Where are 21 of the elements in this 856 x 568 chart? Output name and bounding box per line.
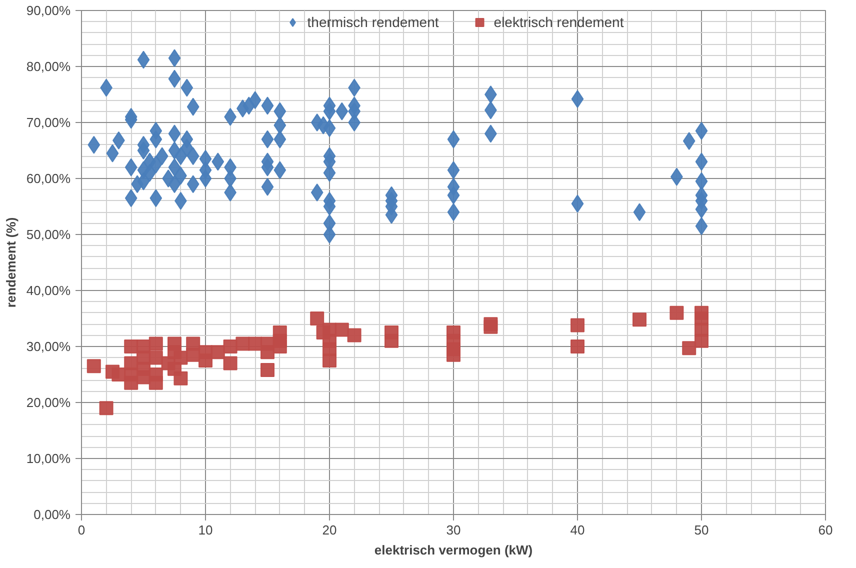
y-tick-label: 70,00% bbox=[26, 115, 71, 130]
x-tick-label: 20 bbox=[322, 522, 337, 538]
y-tick-label: 0,00% bbox=[34, 507, 71, 522]
y-tick-label: 10,00% bbox=[26, 451, 71, 466]
legend-label: thermisch rendement bbox=[307, 14, 439, 30]
y-axis-title: rendement (%) bbox=[3, 217, 18, 308]
x-tick-label: 0 bbox=[78, 522, 86, 538]
x-tick-label: 60 bbox=[818, 522, 833, 538]
y-tick-label: 60,00% bbox=[26, 171, 71, 186]
y-tick-label: 80,00% bbox=[26, 59, 71, 74]
y-tick-label: 30,00% bbox=[26, 339, 71, 354]
y-tick-label: 40,00% bbox=[26, 283, 71, 298]
x-tick-label: 30 bbox=[446, 522, 461, 538]
legend-label: elektrisch rendement bbox=[494, 14, 624, 30]
y-tick-label: 50,00% bbox=[26, 227, 71, 242]
y-tick-label: 20,00% bbox=[26, 395, 71, 410]
x-tick-label: 10 bbox=[198, 522, 213, 538]
x-tick-label: 40 bbox=[570, 522, 585, 538]
y-tick-label: 90,00% bbox=[26, 3, 71, 18]
x-axis-title: elektrisch vermogen (kW) bbox=[374, 542, 533, 558]
x-tick-label: 50 bbox=[694, 522, 709, 538]
